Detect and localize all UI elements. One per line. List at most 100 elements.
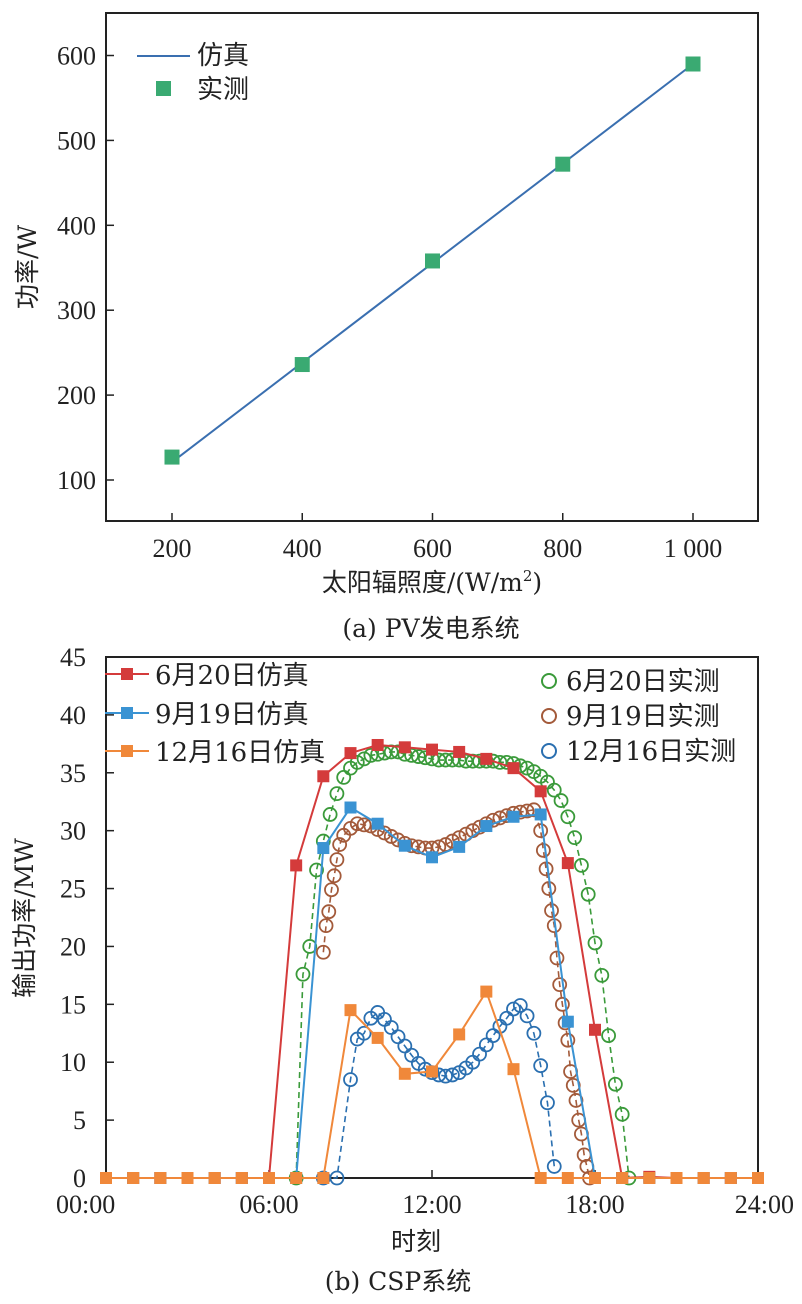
csp-y-tick-label: 35: [60, 759, 86, 788]
csp-sim-point: [398, 741, 411, 754]
csp-meas-point: [356, 817, 372, 833]
csp-legend-marker-jun-meas: [541, 673, 557, 689]
csp-meas-point: [601, 1028, 616, 1043]
pv-y-tick-label: 200: [57, 381, 96, 410]
pv-caption: (a) PV发电系统: [342, 614, 519, 643]
csp-meas-point: [329, 852, 345, 868]
csp-sim-point: [507, 810, 520, 823]
csp-series: [100, 738, 764, 1186]
csp-sim-point: [344, 747, 357, 760]
csp-sim-point: [480, 985, 493, 998]
csp-meas-dash-3: [295, 751, 630, 1179]
csp-sim-point: [398, 1067, 411, 1080]
csp-sim-point: [371, 738, 384, 751]
csp-legend-label-dec-sim: 12月16日仿真: [155, 738, 325, 768]
csp-sim-point: [127, 1172, 140, 1184]
csp-meas-point: [533, 1058, 549, 1074]
pv-y-tick-label: 100: [57, 466, 96, 495]
csp-sim-point: [263, 1172, 275, 1184]
csp-meas-point: [383, 829, 399, 844]
csp-meas-point: [549, 950, 565, 966]
csp-sim-point: [317, 1172, 330, 1184]
csp-meas-point: [560, 809, 576, 825]
csp-legend-left: 6月20日仿真 9月19日仿真 12月16日仿真: [105, 661, 325, 768]
csp-meas-point: [519, 760, 535, 776]
pv-meas-point: [555, 156, 571, 172]
pv-y-tick-label: 600: [57, 42, 96, 71]
pv-x-tick-label: 200: [153, 534, 192, 563]
csp-sim-point: [507, 1063, 520, 1076]
csp-legend-marker-sep-meas: [541, 708, 557, 724]
pv-y-tick-label: 300: [57, 296, 96, 325]
csp-sim-point: [453, 840, 466, 853]
csp-legend-marker-dec-sim: [121, 745, 133, 757]
csp-meas-point: [321, 904, 337, 920]
csp-legend-label-jun-sim: 6月20日仿真: [155, 661, 309, 691]
csp-sim-point: [154, 1172, 167, 1184]
csp-tick-labels: 00:00 06:00 12:00 18:00 24:00 0 5 10 15 20 25 30 35 4…: [56, 643, 794, 1219]
pv-meas-point: [425, 253, 440, 269]
csp-legend-marker-sep-sim: [121, 707, 133, 719]
csp-meas-point: [546, 782, 562, 798]
csp-meas-point: [377, 825, 392, 841]
csp-sim-point: [344, 1004, 357, 1017]
csp-caption: (b) CSP系统: [325, 1267, 472, 1296]
csp-meas-point: [329, 786, 345, 802]
csp-meas-point: [295, 966, 311, 982]
csp-meas-point: [324, 882, 339, 898]
csp-legend-label-dec-meas: 12月16日实测: [566, 737, 736, 767]
csp-x-tick-label: 24:00: [735, 1190, 794, 1219]
csp-meas-point: [343, 1072, 358, 1087]
csp-meas-point: [552, 977, 568, 993]
csp-meas-point: [519, 803, 535, 819]
csp-legend-label-sep-sim: 9月19日仿真: [155, 700, 309, 730]
csp-legend-marker-dec-meas: [541, 743, 557, 759]
pv-y-axis-title: 功率/W: [13, 225, 42, 309]
csp-meas-point: [567, 830, 583, 846]
csp-y-tick-label: 25: [60, 875, 86, 904]
csp-meas-point: [444, 1067, 460, 1083]
csp-sim-point: [534, 1172, 547, 1184]
pv-legend-square-swatch: [156, 81, 171, 96]
csp-meas-point: [519, 1008, 535, 1024]
pv-meas-point: [685, 56, 701, 72]
csp-meas-point: [329, 1170, 345, 1186]
csp-chart-panel: 00:00 06:00 12:00 18:00 24:00 0 5 10 15 20 25 30 35 4…: [10, 643, 794, 1296]
csp-sim-point: [752, 1172, 764, 1184]
csp-sim-point: [561, 857, 574, 870]
csp-meas-point: [478, 1037, 494, 1053]
csp-meas-point: [315, 944, 331, 960]
csp-meas-point: [438, 1068, 453, 1084]
pv-x-tick-label: 600: [413, 534, 452, 563]
csp-meas-point: [555, 996, 570, 1012]
csp-sim-point: [561, 1172, 574, 1184]
csp-y-tick-label: 0: [73, 1164, 86, 1193]
csp-sim-point: [344, 801, 357, 814]
csp-sim-point: [724, 1172, 737, 1184]
pv-x-tick-label: 800: [543, 534, 582, 563]
pv-x-tick-label: 1 000: [664, 534, 723, 563]
csp-y-tick-label: 30: [60, 817, 86, 846]
csp-meas-point: [322, 807, 338, 822]
pv-x-tick-label: 400: [283, 534, 322, 563]
csp-meas-point: [356, 751, 372, 767]
csp-sim-point: [371, 817, 384, 830]
csp-sim-point: [453, 745, 466, 758]
csp-meas-point: [485, 1028, 501, 1043]
csp-y-tick-label: 45: [60, 643, 86, 672]
csp-ticks: [105, 656, 759, 1179]
pv-legend-label-meas: 实测: [197, 75, 249, 105]
pv-meas-point: [294, 357, 310, 373]
csp-sim-point: [697, 1172, 710, 1184]
csp-sim-point: [208, 1172, 221, 1184]
pv-y-tick-label: 500: [57, 126, 96, 155]
csp-sim-point: [480, 752, 493, 765]
csp-sim-point: [398, 839, 411, 852]
csp-legend-label-sep-meas: 9月19日实测: [566, 702, 720, 732]
csp-sim-point: [235, 1172, 248, 1184]
csp-meas-point: [506, 1001, 521, 1017]
csp-meas-point: [411, 749, 426, 764]
csp-sim-line-2: [106, 989, 758, 1179]
csp-legend-marker-jun-sim: [121, 668, 133, 680]
csp-meas-point: [535, 842, 551, 858]
